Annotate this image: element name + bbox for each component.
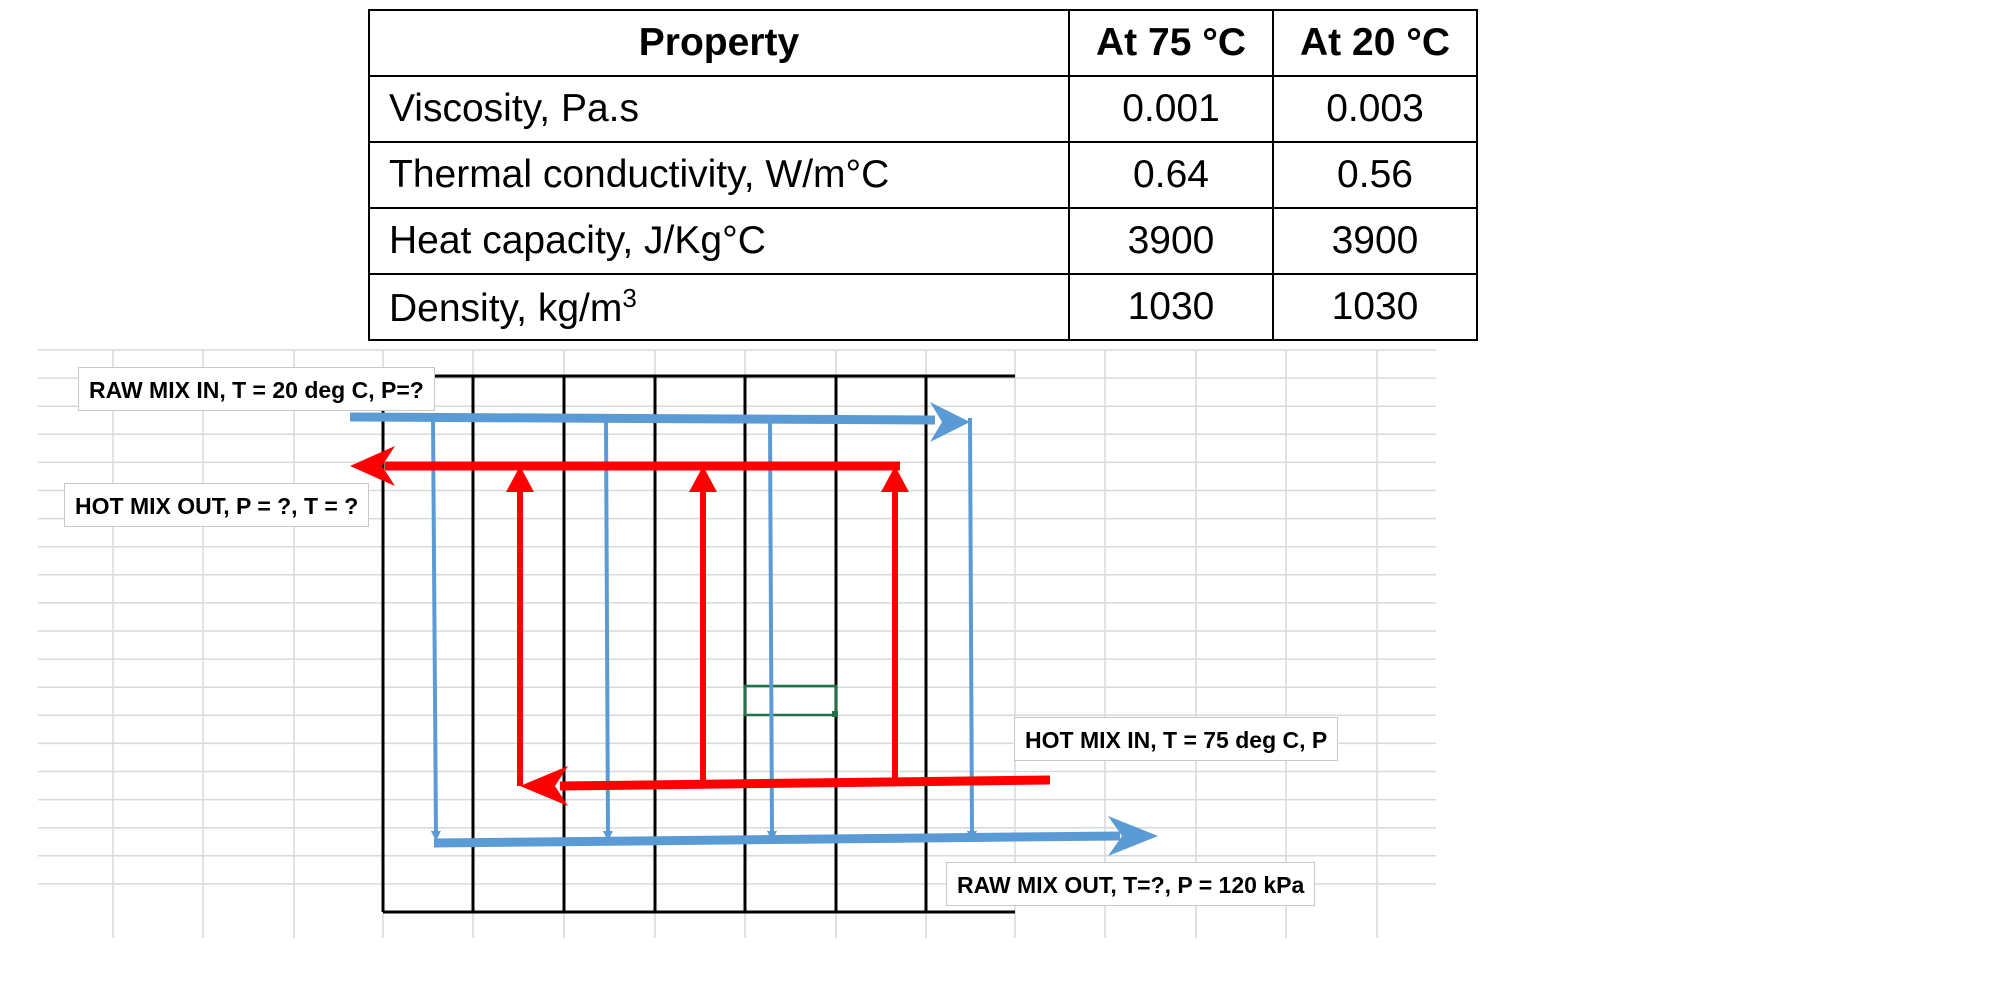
property-cell: Thermal conductivity, W/m°C: [368, 141, 1070, 209]
value-75-cell: 3900: [1068, 207, 1274, 275]
raw-mix-in-label: RAW MIX IN, T = 20 deg C, P=?: [78, 367, 435, 411]
value-20-cell: 3900: [1272, 207, 1478, 275]
raw-in-arrowhead: [930, 402, 970, 442]
header-property: Property: [368, 9, 1070, 77]
property-cell: Density, kg/m3: [368, 273, 1070, 341]
hot-out-arrowhead: [350, 446, 395, 486]
property-cell: Heat capacity, J/Kg°C: [368, 207, 1070, 275]
value-75-cell: 0.001: [1068, 75, 1274, 143]
raw-mix-stream: [349, 402, 1158, 856]
value-20-cell: 0.003: [1272, 75, 1478, 143]
hot-mix-stream: [350, 446, 1051, 806]
fill-handle[interactable]: [832, 711, 838, 717]
superscript-text: 3: [622, 283, 637, 313]
value-20-cell: 0.56: [1272, 141, 1478, 209]
header-at-75: At 75 °C: [1068, 9, 1274, 77]
property-cell: Viscosity, Pa.s: [368, 75, 1070, 143]
property-text: Density, kg/m: [389, 287, 623, 330]
hot-mix-in-label: HOT MIX IN, T = 75 deg C, P: [1014, 717, 1339, 761]
table-header-row: Property At 75 °C At 20 °C: [368, 9, 1478, 77]
hot-in-arrowhead: [520, 766, 568, 806]
table-row: Thermal conductivity, W/m°C 0.64 0.56: [368, 141, 1478, 209]
value-75-cell: 0.64: [1068, 141, 1274, 209]
hot-mix-out-label: HOT MIX OUT, P = ?, T = ?: [64, 483, 370, 527]
raw-out-arrowhead: [1108, 816, 1158, 856]
raw-mix-out-label: RAW MIX OUT, T=?, P = 120 kPa: [946, 862, 1316, 906]
property-table: Property At 75 °C At 20 °C Viscosity, Pa…: [368, 9, 1478, 341]
table-row: Viscosity, Pa.s 0.001 0.003: [368, 75, 1478, 143]
exchanger-frame: [381, 374, 1015, 914]
table-row: Density, kg/m3 1030 1030: [368, 273, 1478, 341]
selected-cell[interactable]: [743, 684, 838, 717]
spreadsheet-grid: [38, 349, 1436, 938]
value-20-cell: 1030: [1272, 273, 1478, 341]
value-75-cell: 1030: [1068, 273, 1274, 341]
table-row: Heat capacity, J/Kg°C 3900 3900: [368, 207, 1478, 275]
header-at-20: At 20 °C: [1272, 9, 1478, 77]
